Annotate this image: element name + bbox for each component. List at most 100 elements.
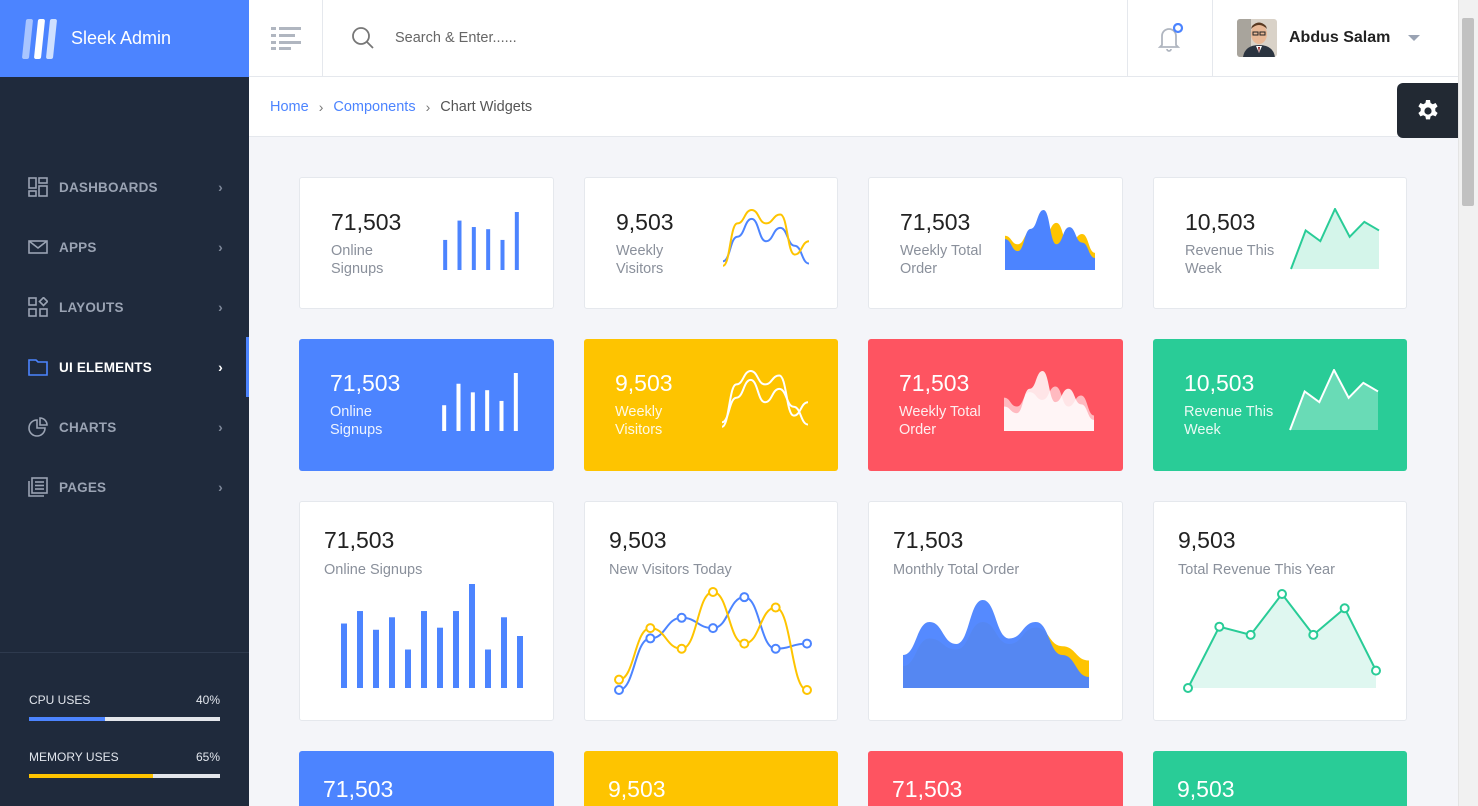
data-point — [1183, 683, 1193, 693]
stat-card-red-bottom[interactable]: 71,503 — [868, 751, 1123, 806]
series-area — [1004, 371, 1094, 431]
data-point — [770, 643, 781, 654]
data-point — [770, 602, 781, 613]
stat-label: Online Signups — [324, 562, 423, 578]
sidebar: Sleek Admin DASHBOARDS › APPS › LAYOUTS … — [0, 0, 249, 806]
series-line — [722, 217, 810, 265]
data-point — [614, 674, 624, 685]
data-point — [645, 633, 656, 644]
cpu-usage-label: CPU USES — [29, 693, 91, 707]
stat-value: 71,503 — [892, 776, 963, 802]
chevron-right-icon: › — [218, 419, 223, 435]
bar-sparkline — [442, 373, 518, 431]
chevron-right-icon: › — [218, 359, 223, 375]
data-point — [1214, 621, 1225, 632]
series-area — [1005, 210, 1095, 270]
sidebar-item-charts[interactable]: CHARTS › — [0, 397, 249, 457]
data-point — [676, 612, 687, 623]
sidebar-item-label: LAYOUTS — [59, 299, 124, 315]
stat-card-weekly-visitors-yellow[interactable]: 9,503 Weekly Visitors — [584, 339, 838, 471]
stat-label: Weekly Visitors — [615, 404, 663, 438]
stat-value: 9,503 — [1177, 776, 1235, 802]
stat-value: 10,503 — [1184, 370, 1255, 396]
bar — [442, 405, 447, 431]
mail-icon — [28, 237, 48, 257]
chart-card-online-signups[interactable]: 71,503 Online Signups — [299, 501, 554, 721]
user-name: Abdus Salam — [1289, 29, 1391, 46]
sidebar-item-pages[interactable]: PAGES › — [0, 457, 249, 517]
stat-card-weekly-total-order-red[interactable]: 71,503 Weekly Total Order — [868, 339, 1123, 471]
sidebar-item-layouts[interactable]: LAYOUTS › — [0, 277, 249, 337]
stat-card-revenue-this-week[interactable]: 10,503 Revenue This Week — [1153, 177, 1407, 309]
search-input[interactable] — [395, 30, 795, 46]
sidebar-item-label: DASHBOARDS — [59, 179, 158, 195]
bar — [485, 649, 491, 688]
data-point — [1339, 603, 1350, 614]
bar — [470, 392, 475, 431]
chart-card-total-revenue-this-year[interactable]: 9,503 Total Revenue This Year — [1153, 501, 1407, 721]
menu-toggle-button[interactable] — [249, 0, 323, 76]
stat-value: 71,503 — [323, 776, 394, 802]
series-area — [1291, 209, 1379, 269]
chart-card-monthly-total-order[interactable]: 71,503 Monthly Total Order — [868, 501, 1123, 721]
breadcrumb-components-link[interactable]: Components — [333, 98, 416, 115]
data-point — [1308, 629, 1319, 640]
stat-card-online-signups-blue[interactable]: 71,503 Online Signups — [299, 339, 554, 471]
search-icon[interactable] — [351, 26, 375, 50]
bar — [501, 617, 507, 688]
sidebar-item-ui-elements[interactable]: UI ELEMENTS › — [0, 337, 249, 397]
bell-icon — [1157, 23, 1184, 52]
settings-button[interactable] — [1397, 83, 1458, 138]
stat-card-yellow-bottom[interactable]: 9,503 — [584, 751, 838, 806]
data-point — [802, 685, 812, 695]
cpu-usage-fill — [29, 717, 106, 721]
area-line-sparkline — [1290, 208, 1380, 270]
stat-card-revenue-this-week-green[interactable]: 10,503 Revenue This Week — [1153, 339, 1407, 471]
stat-card-weekly-total-order[interactable]: 71,503 Weekly Total Order — [868, 177, 1123, 309]
stat-value: 9,503 — [1178, 527, 1236, 553]
stat-value: 71,503 — [899, 370, 970, 396]
breadcrumb-chevron-icon: › — [425, 98, 431, 115]
user-menu[interactable]: Abdus Salam — [1213, 0, 1458, 76]
chevron-right-icon: › — [218, 479, 223, 495]
sidebar-item-apps[interactable]: APPS › — [0, 217, 249, 277]
stat-value: 71,503 — [893, 527, 964, 553]
stat-card-green-bottom[interactable]: 9,503 — [1153, 751, 1407, 806]
bar — [443, 239, 448, 270]
data-point — [645, 623, 656, 634]
area-chart — [903, 600, 1089, 688]
data-point — [739, 592, 750, 603]
data-point — [708, 587, 718, 597]
stat-value: 9,503 — [608, 776, 666, 802]
cpu-usage-bar — [29, 717, 220, 721]
sidebar-item-label: PAGES — [59, 479, 107, 495]
stat-value: 9,503 — [615, 370, 673, 396]
cpu-usage-row: CPU USES 40% — [29, 693, 220, 707]
stat-card-weekly-visitors[interactable]: 9,503 Weekly Visitors — [584, 177, 838, 309]
sidebar-item-dashboards[interactable]: DASHBOARDS › — [0, 157, 249, 217]
stat-label: Total Revenue This Year — [1178, 562, 1335, 578]
pie-chart-icon — [28, 417, 48, 437]
gear-icon — [1417, 99, 1438, 119]
data-point — [1245, 629, 1256, 640]
breadcrumb-home-link[interactable]: Home — [270, 98, 309, 115]
avatar — [1237, 19, 1277, 57]
brand[interactable]: Sleek Admin — [0, 0, 249, 77]
stat-card-blue-bottom[interactable]: 71,503 — [299, 751, 554, 806]
search-bar — [323, 0, 1128, 76]
bar — [500, 239, 505, 270]
sidebar-item-label: CHARTS — [59, 419, 117, 435]
chevron-right-icon: › — [218, 299, 223, 315]
sidebar-item-label: APPS — [59, 239, 97, 255]
series-line — [721, 369, 809, 428]
bar-sparkline — [443, 212, 519, 270]
notifications-button[interactable] — [1128, 0, 1213, 76]
scrollbar-thumb[interactable] — [1462, 18, 1474, 206]
series-line — [1290, 208, 1380, 270]
breadcrumb: Home › Components › Chart Widgets — [249, 77, 1458, 137]
page-scrollbar[interactable] — [1458, 0, 1478, 806]
bar-chart — [341, 584, 523, 688]
series-area — [903, 600, 1089, 688]
chart-card-new-visitors-today[interactable]: 9,503 New Visitors Today — [584, 501, 838, 721]
stat-card-online-signups[interactable]: 71,503 Online Signups — [299, 177, 554, 309]
